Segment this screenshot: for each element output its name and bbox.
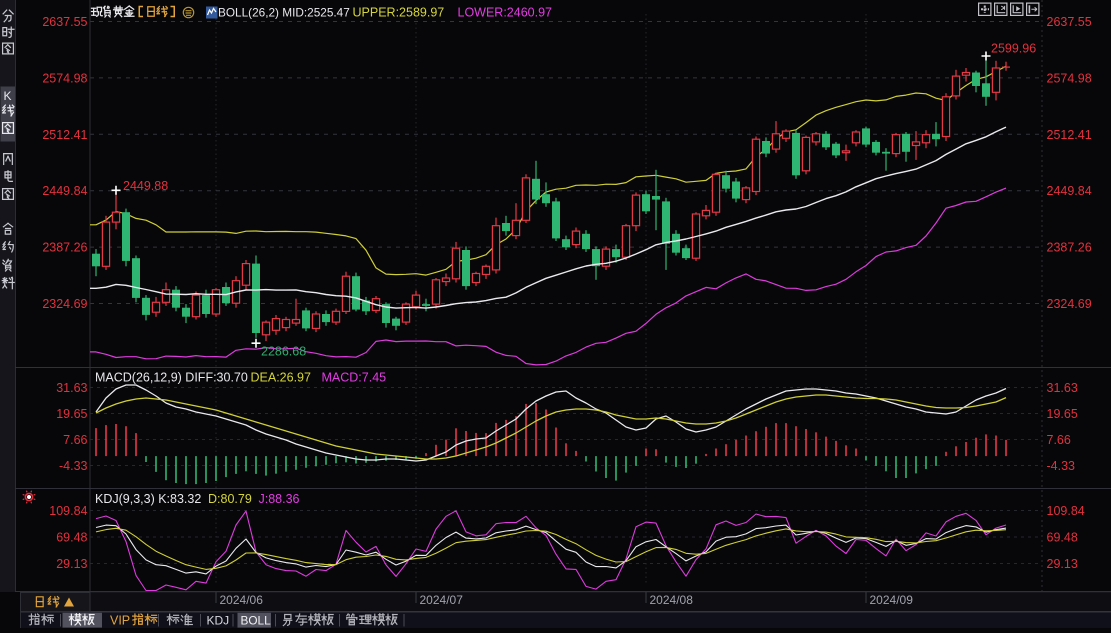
svg-text:2599.96: 2599.96 <box>991 41 1036 55</box>
svg-text:2449.84: 2449.84 <box>1047 184 1092 198</box>
svg-text:D:80.79: D:80.79 <box>208 492 252 506</box>
svg-text:K: K <box>3 89 11 103</box>
svg-text:29.13: 29.13 <box>56 557 87 571</box>
svg-text:KDJ(9,3,3) K:83.32: KDJ(9,3,3) K:83.32 <box>95 492 201 506</box>
svg-text:7.66: 7.66 <box>1047 433 1071 447</box>
svg-text:19.65: 19.65 <box>1047 407 1078 421</box>
svg-text:MACD(26,12,9) DIFF:30.70: MACD(26,12,9) DIFF:30.70 <box>95 371 248 385</box>
svg-text:31.63: 31.63 <box>56 381 87 395</box>
svg-text:2024/06: 2024/06 <box>220 593 264 607</box>
svg-text:2449.88: 2449.88 <box>123 179 168 193</box>
svg-text:LOWER:2460.97: LOWER:2460.97 <box>458 6 553 20</box>
svg-text:2024/08: 2024/08 <box>650 593 694 607</box>
svg-text:2324.69: 2324.69 <box>1047 297 1092 311</box>
svg-text:2024/07: 2024/07 <box>420 593 464 607</box>
svg-text:29.13: 29.13 <box>1047 557 1078 571</box>
svg-text:7.66: 7.66 <box>63 433 87 447</box>
svg-text:2286.68: 2286.68 <box>261 345 306 359</box>
svg-text:KDJ: KDJ <box>207 613 230 627</box>
svg-text:BOLL(26,2) MID:2525.47: BOLL(26,2) MID:2525.47 <box>218 6 350 20</box>
svg-text:-4.33: -4.33 <box>59 459 88 473</box>
svg-text:VIP: VIP <box>110 613 130 627</box>
svg-text:-4.33: -4.33 <box>1047 459 1076 473</box>
svg-text:2512.41: 2512.41 <box>42 128 87 142</box>
svg-text:UPPER:2589.97: UPPER:2589.97 <box>353 6 445 20</box>
svg-text:69.48: 69.48 <box>56 531 87 545</box>
svg-text:2512.41: 2512.41 <box>1047 128 1092 142</box>
svg-text:J:88.36: J:88.36 <box>259 492 300 506</box>
svg-text:MACD:7.45: MACD:7.45 <box>322 371 387 385</box>
svg-text:2574.98: 2574.98 <box>42 71 87 85</box>
svg-text:2637.55: 2637.55 <box>42 15 87 29</box>
svg-text:BOLL: BOLL <box>241 613 272 627</box>
svg-text:109.84: 109.84 <box>1047 504 1085 518</box>
svg-text:31.63: 31.63 <box>1047 381 1078 395</box>
svg-text:2387.26: 2387.26 <box>42 241 87 255</box>
svg-text:2637.55: 2637.55 <box>1047 15 1092 29</box>
svg-text:2574.98: 2574.98 <box>1047 71 1092 85</box>
svg-text:DEA:26.97: DEA:26.97 <box>251 371 312 385</box>
svg-text:109.84: 109.84 <box>49 504 87 518</box>
svg-text:69.48: 69.48 <box>1047 531 1078 545</box>
svg-text:2449.84: 2449.84 <box>42 184 87 198</box>
svg-text:2387.26: 2387.26 <box>1047 241 1092 255</box>
svg-text:2024/09: 2024/09 <box>870 593 914 607</box>
svg-text:2324.69: 2324.69 <box>42 297 87 311</box>
svg-text:19.65: 19.65 <box>56 407 87 421</box>
